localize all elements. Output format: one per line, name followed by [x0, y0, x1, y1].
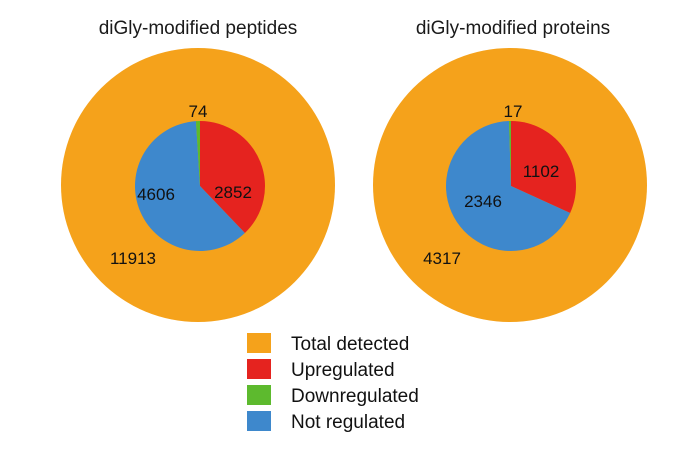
legend-swatch-upregulated — [247, 359, 271, 379]
slice-upregulated-peptides — [200, 121, 265, 234]
label-upregulated-proteins: 1102 — [523, 162, 560, 181]
legend-label-downregulated: Downregulated — [291, 386, 419, 407]
label-upregulated-peptides: 2852 — [214, 183, 252, 202]
legend-label-not-regulated: Not regulated — [291, 412, 405, 433]
legend-swatch-not-regulated — [247, 411, 271, 431]
legend-label-upregulated: Upregulated — [291, 360, 395, 381]
chart-proteins: diGly-modified proteins 17 1102 2346 431… — [373, 18, 647, 322]
label-total-proteins: 4317 — [423, 249, 461, 268]
slice-downregulated-proteins — [508, 121, 511, 186]
slice-not-regulated-proteins — [445, 121, 571, 252]
inner-pie-peptides — [134, 121, 265, 251]
label-not-regulated-proteins: 2346 — [464, 192, 502, 211]
slice-downregulated-peptides — [195, 121, 200, 186]
chart-title-proteins: diGly-modified proteins — [416, 18, 610, 39]
legend: Total detected Upregulated Downregulated… — [247, 333, 419, 433]
label-downregulated-proteins: 17 — [504, 102, 523, 121]
legend-swatch-downregulated — [247, 385, 271, 405]
inner-pie-proteins — [445, 121, 576, 252]
slice-not-regulated-peptides — [134, 121, 245, 251]
legend-label-total-detected: Total detected — [291, 334, 409, 355]
label-not-regulated-peptides: 4606 — [137, 185, 175, 204]
label-downregulated-peptides: 74 — [189, 102, 208, 121]
chart-title-peptides: diGly-modified peptides — [99, 18, 298, 39]
chart-peptides: diGly-modified peptides 74 2852 4606 119… — [61, 18, 335, 322]
slice-upregulated-proteins — [511, 121, 576, 213]
legend-swatch-total-detected — [247, 333, 271, 353]
label-total-peptides: 11913 — [110, 249, 156, 268]
